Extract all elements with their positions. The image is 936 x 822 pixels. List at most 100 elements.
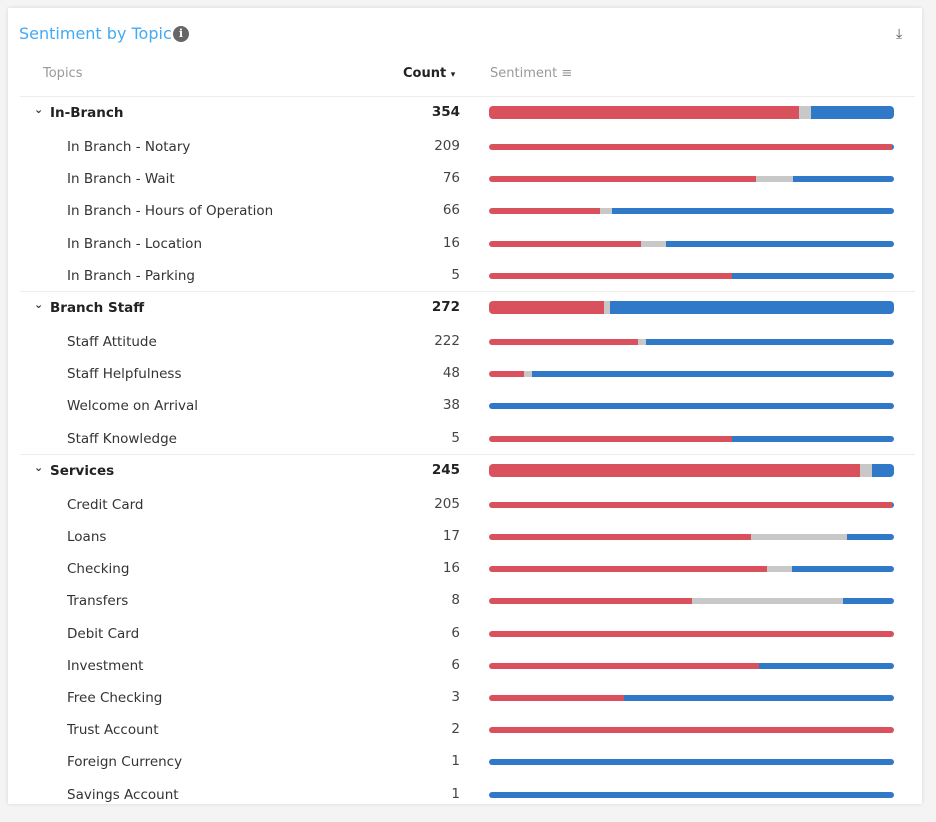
- positive-segment: [665, 240, 894, 247]
- sentiment-bar[interactable]: [489, 598, 894, 605]
- table-row: Foreign Currency 1: [8, 746, 922, 778]
- negative-segment: [489, 106, 800, 119]
- count-value: 5: [451, 429, 460, 446]
- topic-label: Savings Account: [67, 786, 179, 803]
- negative-segment: [489, 144, 892, 150]
- table-row: Investment 6: [8, 650, 922, 682]
- sentiment-bar[interactable]: [489, 435, 894, 442]
- sentiment-bar[interactable]: [489, 463, 894, 477]
- positive-segment: [489, 403, 894, 410]
- count-value: 222: [434, 333, 460, 349]
- sentiment-bar[interactable]: [489, 791, 894, 798]
- table-row: Debit Card 6: [8, 618, 922, 650]
- sentiment-bar[interactable]: [489, 240, 894, 247]
- table-row: Transfers 8: [8, 585, 922, 617]
- neutral-segment: [859, 463, 873, 477]
- table-row: Welcome on Arrival 38: [8, 390, 922, 422]
- positive-segment: [847, 534, 894, 540]
- topic-label: Checking: [67, 561, 130, 578]
- topic-label: In Branch - Hours of Operation: [67, 203, 274, 220]
- topic-label: Credit Card: [67, 496, 144, 513]
- count-value: 17: [442, 528, 460, 544]
- negative-segment: [489, 176, 756, 183]
- count-value: 16: [442, 234, 460, 251]
- download-icon[interactable]: ⤓: [896, 26, 903, 42]
- topic-label: In Branch - Notary: [67, 139, 191, 155]
- group-row[interactable]: ⌄ In-Branch 354: [8, 97, 922, 129]
- sentiment-bar[interactable]: [489, 208, 894, 215]
- chevron-down-icon[interactable]: ⌄: [34, 298, 44, 311]
- table-row: Free Checking 3: [8, 682, 922, 714]
- table-row: Staff Helpfulness 48: [8, 358, 922, 390]
- group-divider: [20, 453, 915, 455]
- topic-label: In Branch - Parking: [67, 267, 195, 284]
- topic-label: Foreign Currency: [67, 754, 183, 771]
- group-row[interactable]: ⌄ Branch Staff 272: [8, 292, 922, 324]
- count-value: 16: [442, 560, 460, 577]
- sentiment-bar[interactable]: [489, 339, 894, 345]
- positive-segment: [791, 566, 894, 573]
- neutral-segment: [691, 598, 844, 605]
- column-header-count[interactable]: Count ▾: [403, 66, 455, 81]
- sentiment-bar[interactable]: [489, 695, 894, 701]
- table-row: Staff Knowledge 5: [8, 423, 922, 455]
- negative-segment: [489, 371, 524, 378]
- count-value: 48: [442, 365, 460, 382]
- count-value: 1: [451, 753, 460, 770]
- positive-segment: [843, 598, 894, 605]
- column-header-sentiment[interactable]: Sentiment ≡: [490, 66, 572, 81]
- negative-segment: [489, 598, 692, 605]
- sentiment-bar[interactable]: [489, 501, 894, 508]
- sentiment-bar[interactable]: [489, 176, 894, 183]
- sentiment-bar[interactable]: [489, 759, 894, 766]
- negative-segment: [489, 208, 600, 215]
- info-icon[interactable]: i: [173, 26, 189, 42]
- negative-segment: [489, 695, 624, 701]
- chevron-down-icon[interactable]: ⌄: [34, 460, 44, 474]
- topic-label: Investment: [67, 657, 144, 674]
- negative-segment: [489, 272, 732, 279]
- sentiment-bar[interactable]: [489, 534, 894, 540]
- table-row: In Branch - Parking 5: [8, 260, 922, 292]
- topic-label: Debit Card: [67, 625, 140, 642]
- neutral-segment: [604, 301, 611, 314]
- count-value: 6: [451, 656, 460, 673]
- positive-segment: [611, 208, 894, 215]
- sentiment-bar[interactable]: [489, 630, 894, 637]
- positive-segment: [489, 791, 894, 798]
- positive-segment: [531, 371, 894, 378]
- sentiment-bar[interactable]: [489, 566, 894, 573]
- sort-lines-icon: ≡: [561, 66, 573, 81]
- sentiment-bar[interactable]: [489, 727, 894, 734]
- topic-label: In-Branch: [50, 105, 124, 121]
- count-value: 209: [434, 138, 460, 154]
- topic-label: In Branch - Wait: [67, 171, 175, 188]
- table-row: Credit Card 205: [8, 489, 922, 521]
- count-value: 1: [451, 785, 460, 802]
- table-row: In Branch - Wait 76: [8, 163, 922, 195]
- neutral-segment: [799, 106, 811, 119]
- negative-segment: [489, 240, 642, 247]
- sentiment-bar[interactable]: [489, 371, 894, 378]
- negative-segment: [489, 301, 605, 314]
- sentiment-bar[interactable]: [489, 272, 894, 279]
- table-row: Checking 16: [8, 553, 922, 585]
- sentiment-bar[interactable]: [489, 403, 894, 410]
- count-value: 245: [431, 461, 460, 478]
- negative-segment: [489, 662, 760, 669]
- positive-segment: [891, 501, 894, 508]
- sentiment-bar[interactable]: [489, 662, 894, 669]
- sentiment-bar[interactable]: [489, 106, 894, 119]
- table-row: In Branch - Notary 209: [8, 131, 922, 163]
- column-header-topics[interactable]: Topics: [43, 66, 83, 81]
- chevron-down-icon[interactable]: ⌄: [34, 103, 44, 116]
- table-row: Savings Account 1: [8, 779, 922, 811]
- positive-segment: [891, 144, 894, 150]
- group-row[interactable]: ⌄ Services 245: [8, 455, 922, 487]
- positive-segment: [872, 463, 894, 477]
- positive-segment: [489, 759, 894, 766]
- negative-segment: [489, 463, 860, 477]
- negative-segment: [489, 435, 732, 442]
- sentiment-bar[interactable]: [489, 144, 894, 150]
- sentiment-bar[interactable]: [489, 301, 894, 314]
